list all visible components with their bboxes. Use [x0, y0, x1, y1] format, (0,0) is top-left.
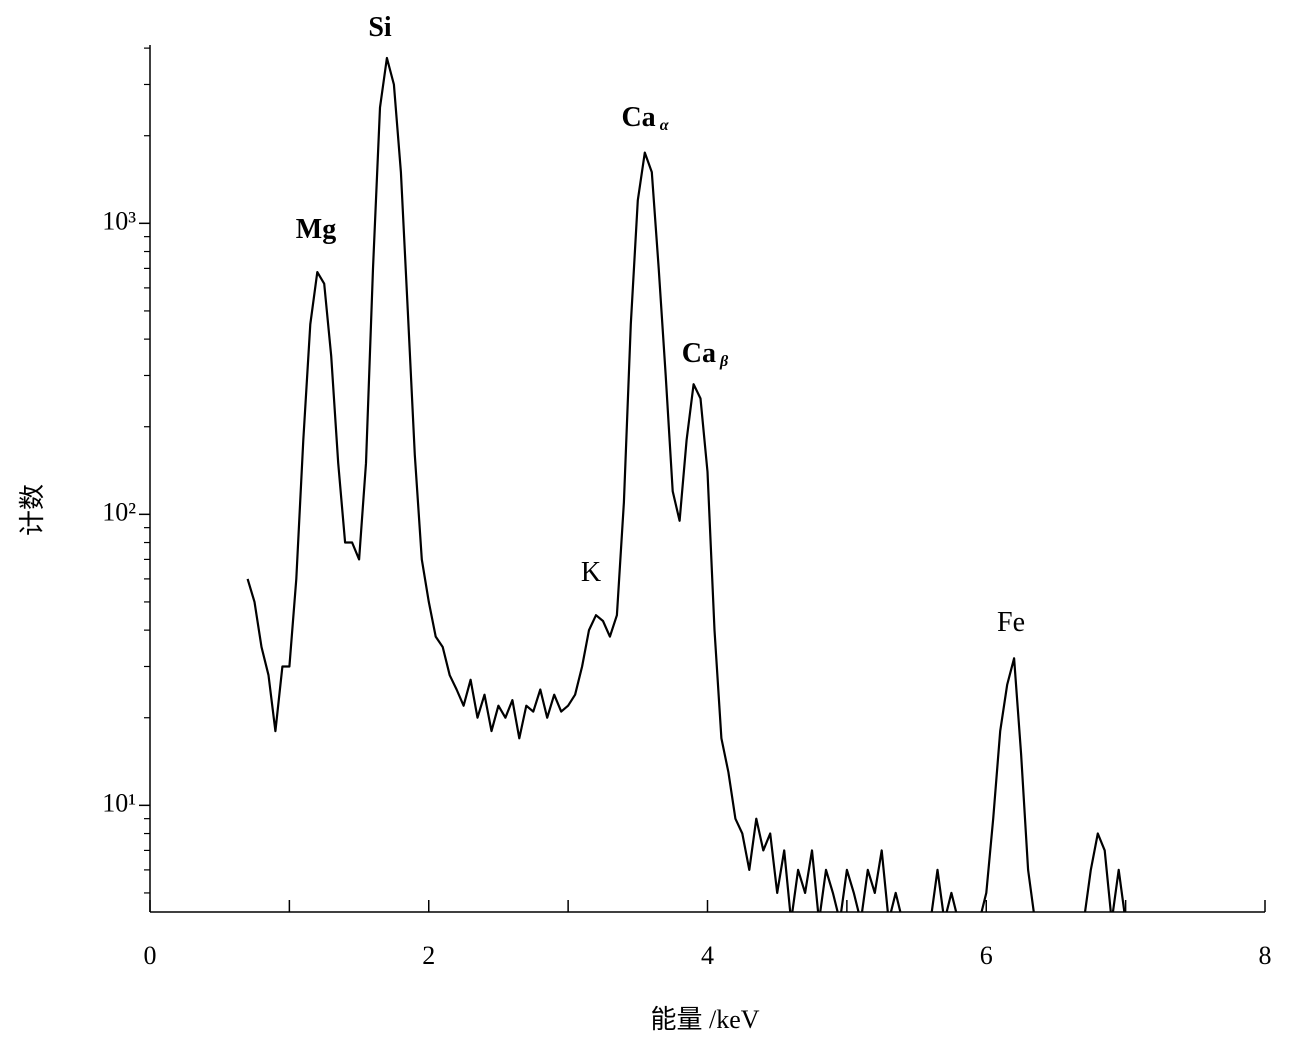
peak-label-text: Ca	[621, 102, 655, 133]
peak-label: K	[581, 557, 601, 588]
peak-label: Ca α	[621, 102, 669, 133]
peak-label-sub: α	[660, 117, 670, 134]
peak-label: Si	[368, 12, 392, 43]
y-tick-label: 10¹	[102, 788, 136, 817]
spectrum-line	[246, 56, 1126, 912]
y-tick-label: 10²	[102, 497, 136, 526]
peak-label: Ca β	[682, 338, 729, 369]
peak-label: Fe	[997, 607, 1025, 638]
x-axis-label: 能量 /keV	[650, 1005, 759, 1034]
peak-label-text: Mg	[296, 214, 336, 245]
x-tick-label: 0	[144, 941, 157, 970]
x-tick-label: 6	[980, 941, 993, 970]
x-tick-label: 2	[422, 941, 435, 970]
y-tick-label: 10³	[102, 206, 136, 235]
y-axis-label: 计数	[18, 484, 47, 536]
peak-label: Mg	[296, 214, 336, 245]
peak-label-text: K	[581, 557, 601, 588]
x-tick-label: 4	[701, 941, 714, 970]
peak-label-text: Ca	[682, 338, 716, 369]
peak-label-sub: β	[719, 353, 729, 370]
x-tick-label: 8	[1259, 941, 1272, 970]
peak-label-text: Si	[368, 12, 392, 43]
peak-label-text: Fe	[997, 607, 1025, 638]
